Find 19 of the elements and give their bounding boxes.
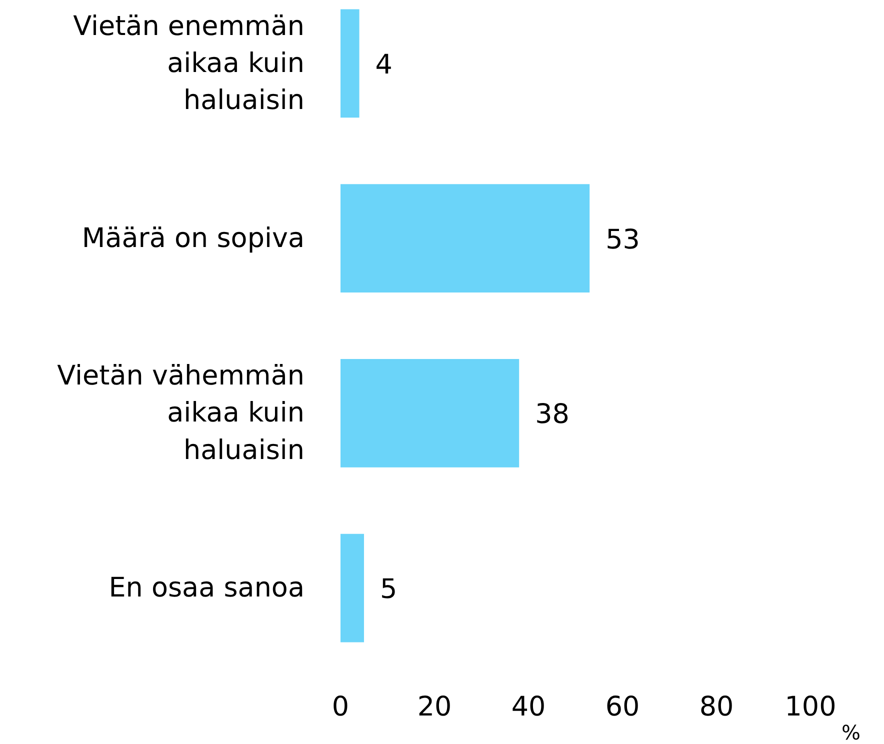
data-label: 38: [535, 399, 570, 430]
x-tick-label: 0: [332, 692, 350, 722]
x-tick-label: 20: [417, 692, 452, 722]
data-label: 5: [380, 574, 398, 606]
data-label: 4: [375, 49, 392, 80]
bar: [340, 534, 364, 642]
bar: [340, 184, 590, 293]
data-label: 53: [606, 224, 640, 256]
y-tick-label: En osaa sanoa: [108, 572, 305, 604]
y-tick-label: Määrä on sopiva: [82, 222, 305, 254]
x-axis-title: %: [841, 720, 861, 744]
x-tick-label: 60: [605, 692, 640, 722]
bar: [340, 9, 360, 118]
x-tick-label: 100: [784, 692, 836, 722]
x-tick-label: 80: [699, 692, 734, 722]
y-tick-label: Vietän enemmän aikaa kuin haluaisin: [73, 10, 305, 116]
x-tick-label: 40: [511, 692, 546, 722]
bar: [340, 358, 520, 468]
y-tick-label: Vietän vähemmän aikaa kuin haluaisin: [57, 360, 305, 466]
